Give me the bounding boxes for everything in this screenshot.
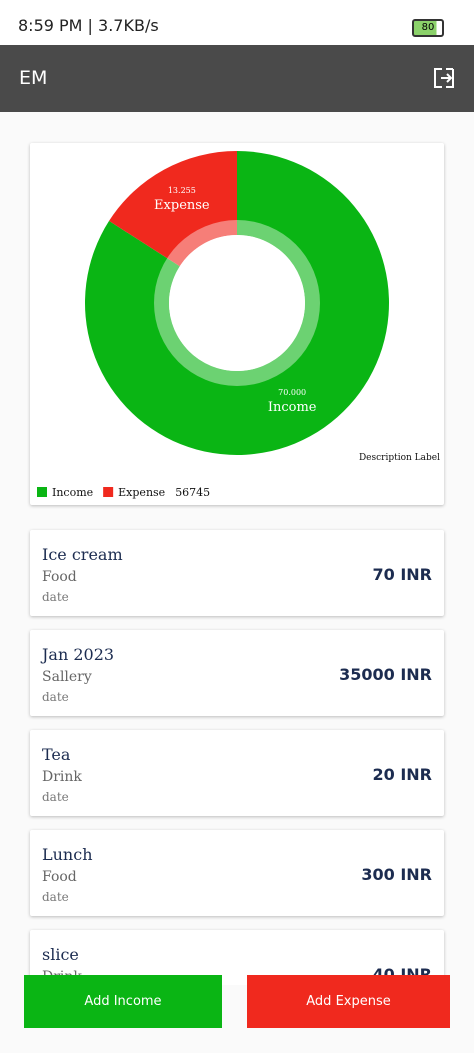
item-name: Lunch [42,845,93,864]
item-amount: 300 INR [361,865,432,884]
item-amount: 35000 INR [339,665,432,684]
item-date: date [42,790,69,804]
add-income-button[interactable]: Add Income [24,975,222,1028]
slice-value-label: 70.000 [278,388,306,397]
item-date: date [42,590,69,604]
item-category: Drink [42,769,82,785]
item-name: slice [42,945,79,964]
legend-label: Expense [118,486,165,499]
item-name: Jan 2023 [42,645,115,664]
slice-label: Income [268,400,317,415]
transaction-card[interactable]: Lunch Food date 300 INR [30,830,444,916]
legend-label: Income [52,486,93,499]
item-date: date [42,890,69,904]
item-amount: 70 INR [372,565,433,584]
item-name: Tea [42,745,71,764]
status-bar: 8:59 PM | 3.7KB/s 80 [0,0,474,45]
item-amount: 20 INR [372,765,433,784]
legend-total: 56745 [175,486,210,499]
pie-slice [84,151,389,455]
slice-value-label: 13.255 [168,186,196,195]
transaction-card[interactable]: Ice cream Food date 70 INR [30,530,444,616]
description-label: Description Label [359,453,440,463]
donut-hole [169,235,305,371]
pie-slice [109,151,237,267]
transaction-card[interactable]: Tea Drink date 20 INR [30,730,444,816]
item-category: Food [42,869,77,885]
item-category: Food [42,569,77,585]
item-date: date [42,690,69,704]
battery: 80 [412,19,444,37]
transaction-list: Ice cream Food date 70 INR Jan 2023 Sallery da… [0,520,474,985]
slice-label: Expense [154,198,210,213]
item-category: Sallery [42,669,92,685]
app-bar: EM [0,45,474,112]
legend-swatch [103,487,114,497]
logout-icon[interactable] [432,66,456,90]
chart-card: 70.000 Income 13.255 Expense Description Lab… [30,143,444,505]
add-expense-button[interactable]: Add Expense [247,975,450,1028]
legend-swatch [37,487,47,497]
item-name: Ice cream [42,545,123,564]
status-time: 8:59 PM | 3.7KB/s [18,16,159,35]
donut-chart: 70.000 Income 13.255 Expense Description Lab… [37,151,440,499]
transaction-card[interactable]: Jan 2023 Sallery date 35000 INR [30,630,444,716]
app-title: EM [19,67,48,89]
